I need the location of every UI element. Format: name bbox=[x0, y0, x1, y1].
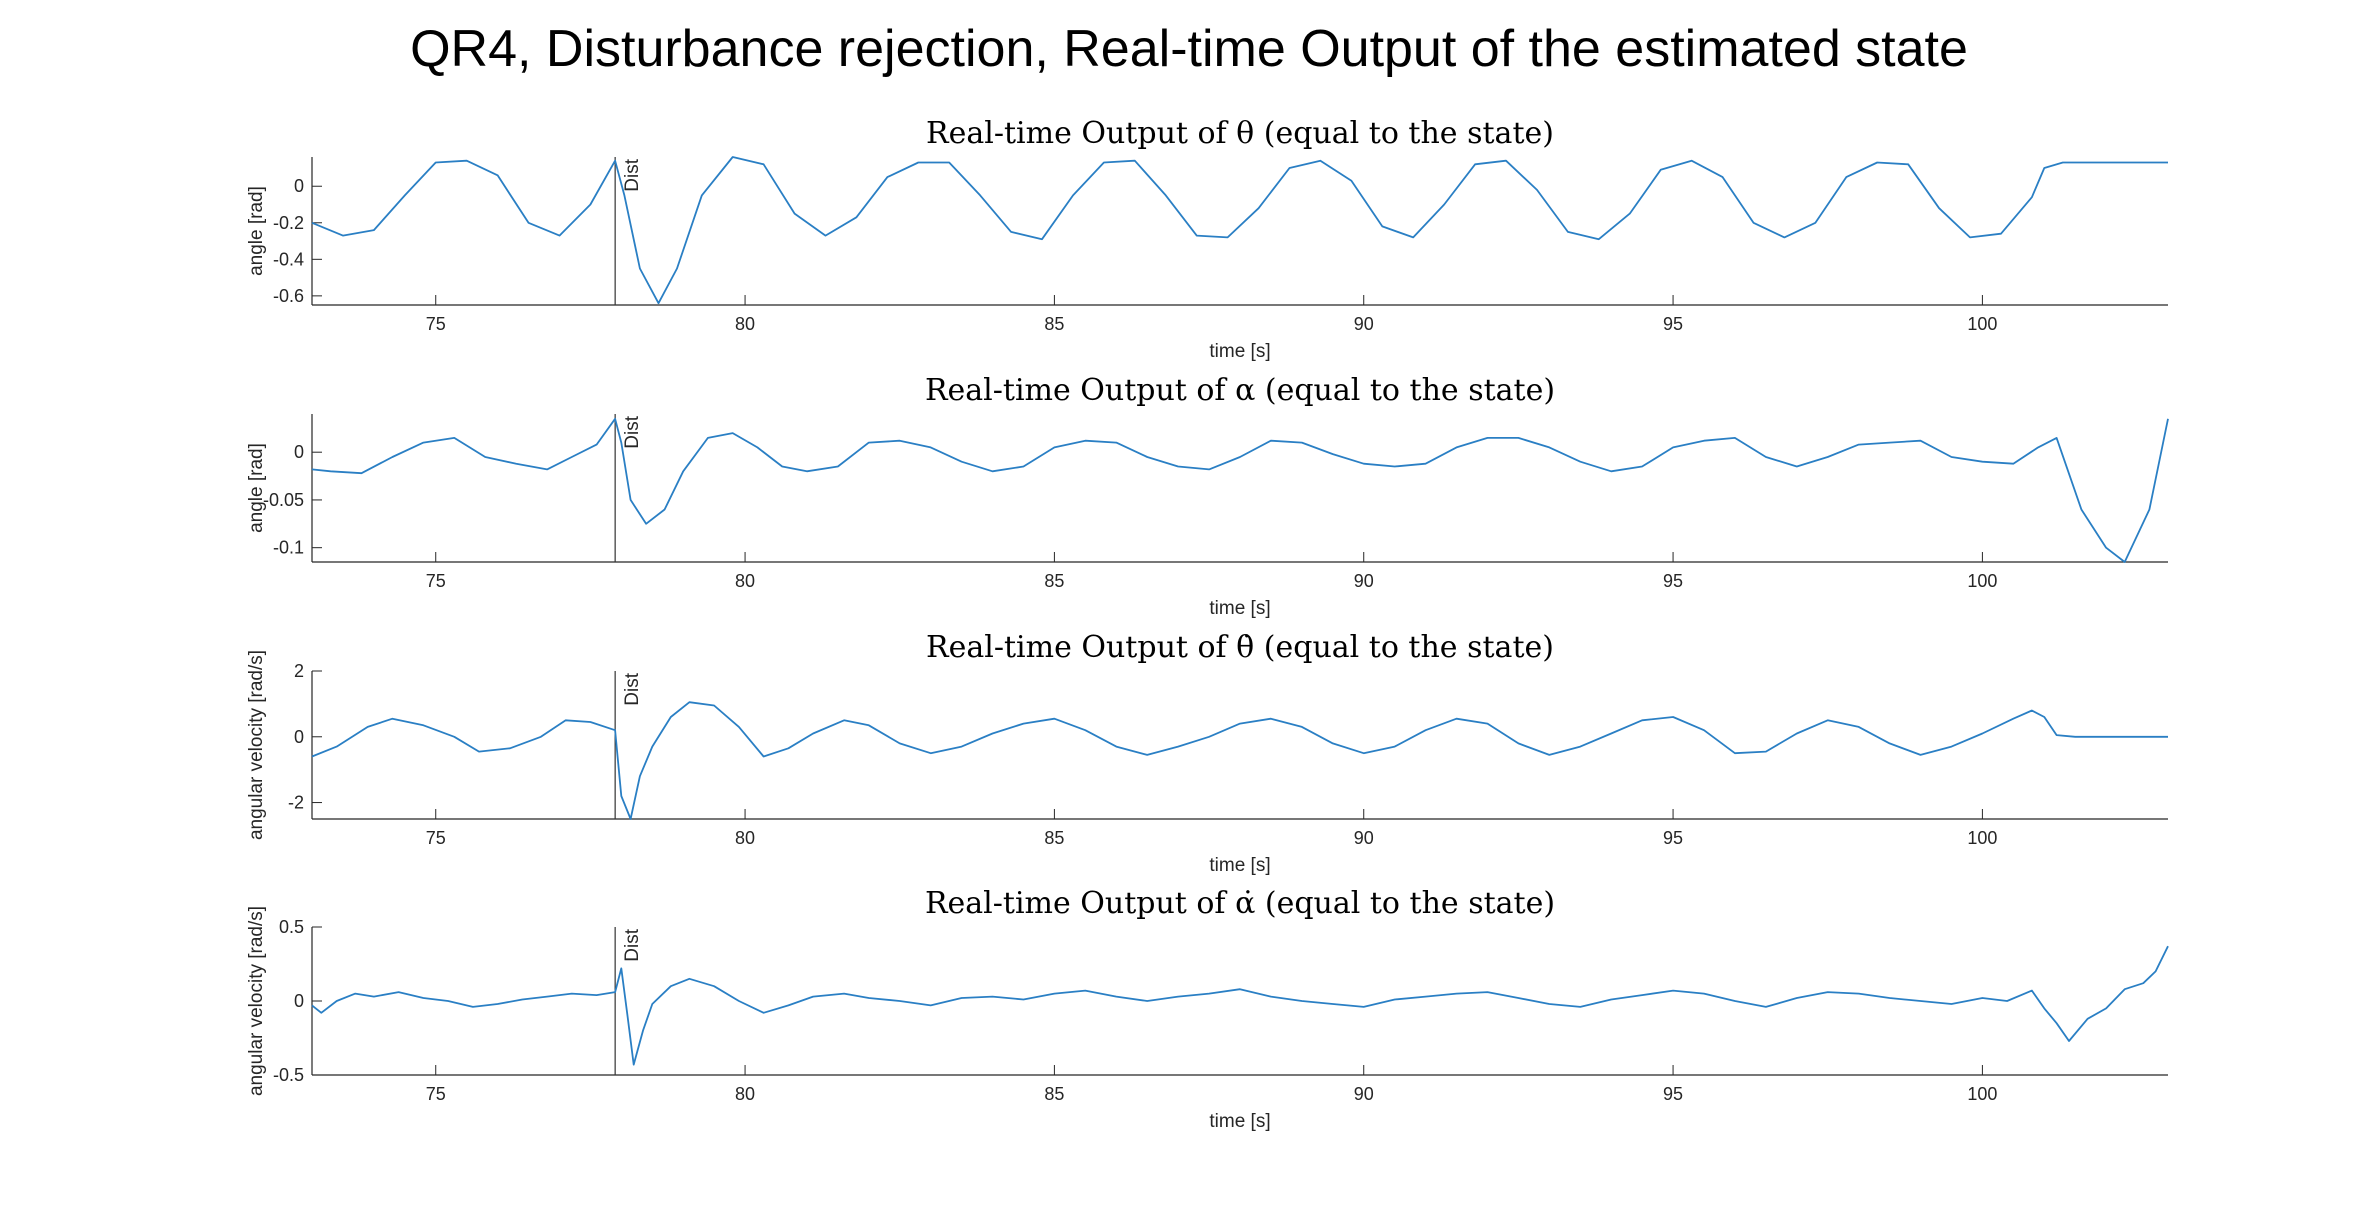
y-tick-label: -0.2 bbox=[273, 213, 304, 233]
x-tick-label: 75 bbox=[426, 828, 446, 848]
figure-suptitle: QR4, Disturbance rejection, Real-time Ou… bbox=[410, 20, 1968, 78]
y-tick-label: -0.4 bbox=[273, 249, 304, 269]
x-tick-label: 95 bbox=[1663, 828, 1683, 848]
x-tick-label: 90 bbox=[1354, 314, 1374, 334]
subplot-3: Real-time Output of θ̇ (equal to the sta… bbox=[246, 630, 2168, 876]
y-tick-label: 0 bbox=[294, 727, 304, 747]
y-tick-label: -0.1 bbox=[273, 538, 304, 558]
subplot-2: Real-time Output of α (equal to the stat… bbox=[246, 373, 2169, 619]
x-tick-label: 85 bbox=[1044, 1084, 1064, 1104]
series-line-1 bbox=[311, 945, 2169, 1066]
y-tick-label: 2 bbox=[294, 661, 304, 681]
y-tick-label: -0.05 bbox=[263, 490, 304, 510]
x-axis-label: time [s] bbox=[1209, 855, 1270, 876]
subplot-title: Real-time Output of θ̇ (equal to the sta… bbox=[926, 630, 1554, 665]
subplot-1: Real-time Output of θ (equal to the stat… bbox=[246, 116, 2168, 362]
series-line-1 bbox=[311, 701, 2168, 820]
disturbance-label: Dist bbox=[622, 928, 643, 961]
x-tick-label: 90 bbox=[1354, 571, 1374, 591]
y-tick-label: 0 bbox=[294, 442, 304, 462]
x-tick-label: 100 bbox=[1967, 314, 1997, 334]
disturbance-label: Dist bbox=[622, 672, 643, 705]
y-tick-label: 0 bbox=[294, 991, 304, 1011]
y-tick-label: -2 bbox=[288, 793, 304, 813]
x-tick-label: 95 bbox=[1663, 571, 1683, 591]
subplot-title: Real-time Output of θ (equal to the stat… bbox=[926, 116, 1554, 151]
x-tick-label: 85 bbox=[1044, 314, 1064, 334]
x-tick-label: 95 bbox=[1663, 314, 1683, 334]
y-tick-label: 0.5 bbox=[279, 917, 304, 937]
subplot-4: Real-time Output of α̇ (equal to the sta… bbox=[246, 886, 2169, 1132]
x-tick-label: 80 bbox=[735, 571, 755, 591]
x-tick-label: 100 bbox=[1967, 571, 1997, 591]
x-tick-label: 75 bbox=[426, 1084, 446, 1104]
y-tick-label: 0 bbox=[294, 176, 304, 196]
series-line-1 bbox=[311, 156, 2168, 305]
x-axis-label: time [s] bbox=[1209, 598, 1270, 619]
x-tick-label: 100 bbox=[1967, 1084, 1997, 1104]
x-tick-label: 75 bbox=[426, 314, 446, 334]
disturbance-label: Dist bbox=[622, 158, 643, 191]
subplot-title: Real-time Output of α (equal to the stat… bbox=[925, 373, 1555, 408]
x-axis-label: time [s] bbox=[1209, 341, 1270, 362]
x-tick-label: 80 bbox=[735, 1084, 755, 1104]
disturbance-label: Dist bbox=[622, 415, 643, 448]
y-axis-label: angular velocity [rad/s] bbox=[246, 906, 267, 1096]
y-tick-label: -0.6 bbox=[273, 286, 304, 306]
series-line-1 bbox=[311, 417, 2169, 563]
x-tick-label: 80 bbox=[735, 828, 755, 848]
x-axis-label: time [s] bbox=[1209, 1111, 1270, 1132]
x-tick-label: 90 bbox=[1354, 1084, 1374, 1104]
x-tick-label: 100 bbox=[1967, 828, 1997, 848]
y-axis-label: angular velocity [rad/s] bbox=[246, 650, 267, 840]
x-tick-label: 80 bbox=[735, 314, 755, 334]
y-tick-label: -0.5 bbox=[273, 1065, 304, 1085]
y-axis-label: angle [rad] bbox=[246, 443, 267, 533]
y-axis-label: angle [rad] bbox=[246, 186, 267, 276]
x-tick-label: 85 bbox=[1044, 571, 1064, 591]
x-tick-label: 85 bbox=[1044, 828, 1064, 848]
subplot-title: Real-time Output of α̇ (equal to the sta… bbox=[925, 886, 1555, 921]
x-tick-label: 75 bbox=[426, 571, 446, 591]
x-tick-label: 95 bbox=[1663, 1084, 1683, 1104]
x-tick-label: 90 bbox=[1354, 828, 1374, 848]
